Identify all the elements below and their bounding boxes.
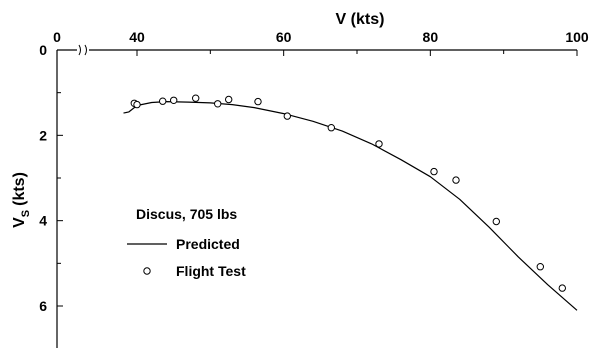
svg-text:VS(kts): VS (kts) (11, 172, 32, 228)
flight-test-point-3 (170, 96, 178, 105)
chart-axes (56, 49, 577, 348)
x-tick-label-100: 100 (565, 29, 589, 45)
x-tick-label-60: 60 (276, 29, 292, 45)
x-axis-break-stroke-2 (84, 44, 87, 56)
x-axis-break-mark (78, 44, 87, 56)
y-tick-label-2: 2 (39, 127, 47, 143)
flight-test-point-11 (430, 167, 438, 176)
chart-annotation: Discus, 705 lbs (136, 206, 237, 222)
flight-test-point-12 (452, 176, 460, 184)
flight-test-point-7 (254, 97, 262, 106)
flight-test-point-4 (192, 94, 200, 102)
y-axis-title: VS (kts) (11, 172, 32, 228)
chart-ticks: 0 40 60 80 100 0 2 4 6 (39, 29, 589, 314)
y-axis-title-unit: (kts) (11, 172, 28, 206)
flight-test-point-15 (558, 284, 566, 292)
flight-test-point-9 (327, 124, 335, 132)
y-tick-label-0: 0 (39, 42, 47, 58)
flight-test-point-5 (214, 100, 222, 108)
x-tick-label-0: 0 (53, 29, 61, 45)
y-tick-label-6: 6 (39, 298, 47, 314)
x-axis-title: V (kts) (336, 11, 385, 28)
flight-test-point-8 (283, 112, 291, 120)
flight-test-point-6 (225, 95, 233, 104)
flight-test-point-1 (133, 100, 141, 109)
legend-predicted-label: Predicted (176, 236, 240, 252)
flight-test-point-2 (159, 97, 167, 105)
predicted-line (123, 101, 578, 311)
y-axis-title-sub: S (20, 210, 32, 217)
y-axis-title-main: V (11, 217, 28, 228)
flight-test-point-14 (536, 263, 544, 271)
series-flight-test (130, 94, 566, 292)
x-axis-break-stroke-1 (78, 44, 81, 56)
legend-flight-test-label: Flight Test (176, 263, 246, 279)
y-tick-label-4: 4 (39, 213, 47, 229)
legend: Predicted Flight Test (127, 236, 246, 279)
flight-test-point-13 (492, 217, 500, 226)
x-tick-label-80: 80 (423, 29, 439, 45)
series-predicted (123, 101, 578, 311)
flight-test-point-10 (375, 140, 383, 148)
legend-flight-test-marker (143, 267, 151, 275)
x-tick-label-40: 40 (129, 29, 145, 45)
